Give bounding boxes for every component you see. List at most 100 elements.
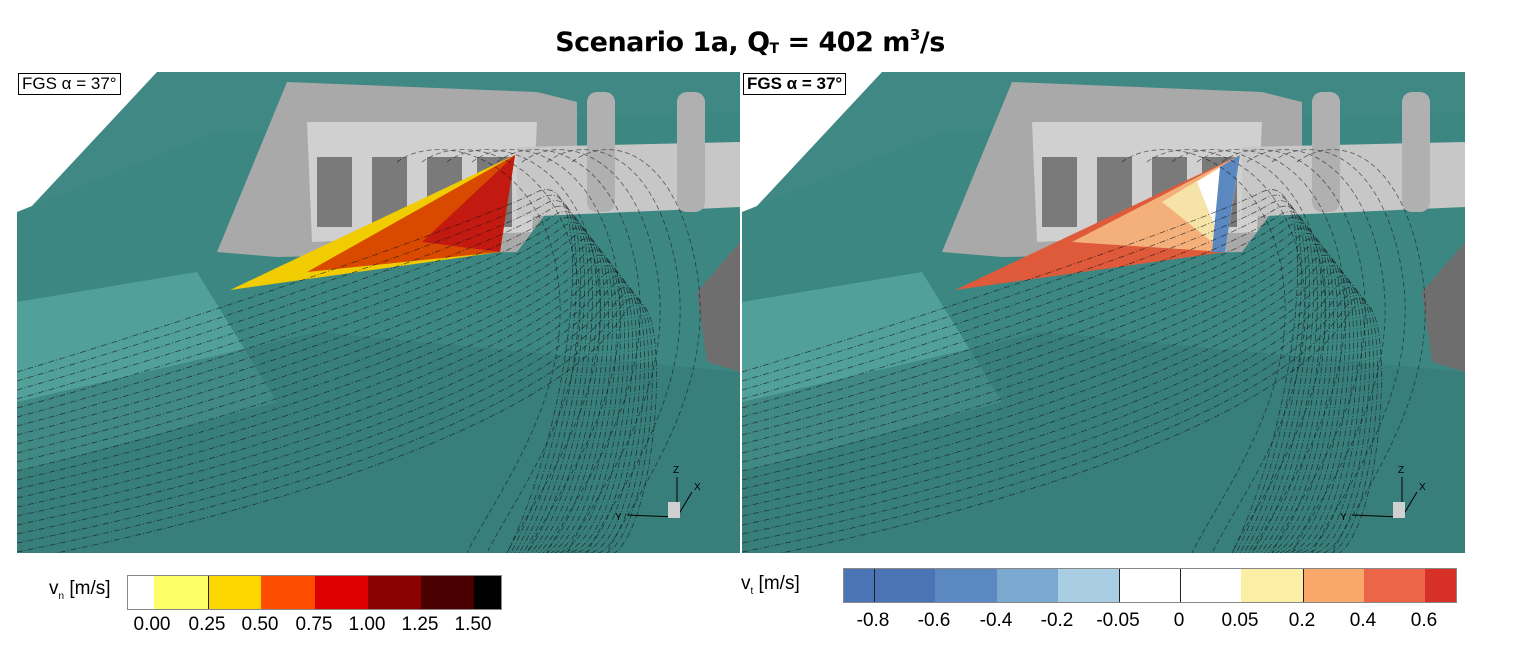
streamline (521, 149, 661, 553)
streamline (742, 287, 1370, 553)
streamline (742, 189, 1298, 553)
colorbar-tick-label: 0.50 (241, 614, 279, 635)
colorbar-tick-label: 0.25 (188, 614, 226, 635)
colorbar-tick-label: 0.2 (1288, 610, 1316, 631)
fgs-screen-zone (422, 155, 515, 252)
streamline (742, 243, 1338, 553)
axis-cube (1393, 502, 1405, 518)
colorbar-segment (1425, 569, 1456, 602)
streamline (17, 233, 605, 553)
streamline (17, 281, 641, 553)
pier (677, 92, 705, 212)
colorbar-tick-label: 0.75 (295, 614, 333, 635)
streamline (742, 297, 1378, 553)
cb-symbol: v (49, 578, 59, 599)
fgs-screen-zone (1212, 155, 1240, 252)
scene-render: Z X Y (17, 72, 740, 553)
intake-bay (317, 157, 352, 227)
fgs-screen-zone (955, 155, 1240, 290)
streamline (742, 238, 1334, 553)
colorbar-segment (474, 576, 501, 609)
streamline (742, 217, 1318, 553)
streamline (17, 206, 585, 553)
colorbar-tick-line (1180, 569, 1181, 602)
pier (1402, 92, 1430, 212)
streamline (742, 270, 1358, 553)
streamline (571, 149, 701, 553)
streamline (17, 217, 593, 553)
axis-label-y: Y (615, 512, 622, 523)
streamline (1196, 149, 1346, 553)
streamline (742, 292, 1374, 553)
streamline (742, 206, 1310, 553)
axis-label-y: Y (1340, 512, 1347, 523)
axis-label-z: Z (1398, 465, 1404, 476)
streamline (742, 260, 1350, 553)
streamline (17, 265, 629, 553)
colorbar-tick-line (874, 569, 875, 602)
cb-subscript: n (58, 590, 65, 602)
title-text: Scenario 1a, Q (555, 27, 770, 58)
colorbar-segment (935, 569, 997, 602)
panel-label: FGS α = 37° (18, 73, 121, 95)
colorbar-segment (128, 576, 154, 609)
colorbar-tick-line (1303, 569, 1304, 602)
streamline (17, 222, 597, 553)
water-shadow (742, 332, 1465, 553)
streamline (17, 270, 633, 553)
streamline (742, 211, 1314, 553)
axis-label-x: X (1419, 482, 1426, 493)
colorbar-title-vn: vn [m/s] (49, 578, 111, 602)
background-white-corner (17, 72, 157, 222)
cb-unit: [m/s] (64, 578, 111, 599)
panel-tangential-velocity: FGS α = 37° Z X Y (742, 72, 1465, 553)
axis-triad: Z X Y (1340, 465, 1426, 523)
streamline (17, 292, 649, 553)
streamline (17, 189, 573, 553)
title-subscript: T (769, 41, 780, 57)
water-shadow (17, 332, 740, 553)
title-text-mid: = 402 m (778, 27, 910, 58)
streamline (546, 149, 681, 553)
colorbar-segment (1364, 569, 1425, 602)
title-superscript: 3 (909, 26, 920, 44)
cb-subscript: t (750, 585, 754, 597)
streamline (17, 243, 613, 553)
figure-title: Scenario 1a, QT = 402 m3/s (0, 26, 1500, 58)
colorbar-segment (208, 576, 261, 609)
streamline (742, 222, 1322, 553)
streamline (471, 149, 621, 553)
streamline (742, 281, 1366, 553)
colorbar-tick-label: 1.50 (454, 614, 492, 635)
streamline (1146, 149, 1306, 553)
colorbar-tick-label: 0.4 (1349, 610, 1377, 631)
streamline (17, 200, 581, 553)
colorbar-tick-label: -0.2 (1040, 610, 1074, 631)
streamline (742, 200, 1306, 553)
title-suffix: /s (919, 27, 945, 58)
background-white-corner (742, 72, 882, 222)
colorbar-tick-line (208, 576, 209, 609)
colorbar-segment (997, 569, 1058, 602)
streamline (1271, 149, 1406, 553)
streamline (742, 276, 1362, 553)
axis-label-z: Z (673, 465, 679, 476)
streamline (742, 249, 1342, 553)
colorbar-tick-label: 1.00 (348, 614, 386, 635)
colorbar-tick-label: -0.05 (1096, 610, 1140, 631)
colorbar-segment (368, 576, 421, 609)
colorbar-tick-label: 0.05 (1221, 610, 1259, 631)
colorbar-tick-label: -0.6 (917, 610, 951, 631)
colorbar-tick-label: -0.4 (979, 610, 1013, 631)
panel-normal-velocity: FGS α = 37° Z X Y (17, 72, 740, 553)
colorbar-vn (127, 575, 502, 610)
wall-right (697, 242, 740, 372)
colorbar-vt (843, 568, 1457, 603)
intake-bay (1042, 157, 1077, 227)
streamline (1246, 149, 1386, 553)
colorbar-tick-label: 1.25 (401, 614, 439, 635)
streamline (421, 149, 581, 553)
colorbar-segment (1119, 569, 1180, 602)
axis-label-x: X (694, 482, 701, 493)
streamline (17, 227, 601, 553)
